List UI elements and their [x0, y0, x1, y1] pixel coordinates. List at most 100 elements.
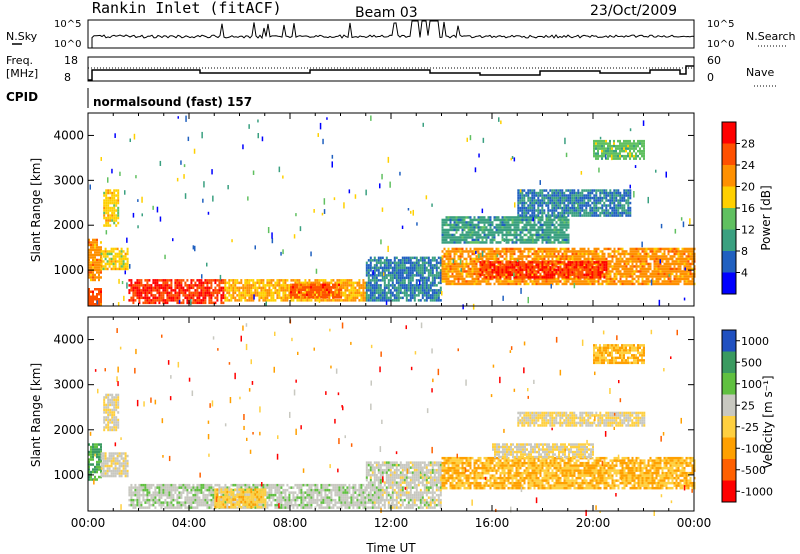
power-cell-6 — [330, 286, 332, 289]
power-cell-8 — [549, 280, 552, 283]
power-cell-7 — [393, 261, 396, 265]
power-cell-10 — [559, 233, 562, 237]
power-cell-8 — [609, 255, 612, 258]
power-cell-8 — [687, 260, 690, 263]
power-cell-7 — [367, 266, 370, 270]
power-cell-11 — [575, 194, 578, 197]
power-cell-11 — [573, 214, 576, 217]
power-cell-8 — [601, 255, 604, 258]
power-cell-8 — [471, 250, 474, 253]
power-cell-11 — [613, 196, 616, 200]
power-cell-9 — [605, 271, 608, 274]
power-cell-8 — [651, 282, 654, 286]
power-cell-9 — [555, 268, 558, 272]
power-cell-8 — [679, 275, 682, 278]
power-cell-4 — [144, 299, 147, 302]
power-cell-7 — [411, 256, 414, 260]
power-cell-10 — [453, 223, 456, 227]
power-cell-10 — [547, 236, 550, 239]
power-cell-7 — [377, 294, 380, 297]
power-cell-5 — [256, 279, 259, 282]
power-cell-5 — [352, 289, 355, 292]
power-cell-8 — [675, 267, 678, 271]
power-cell-8 — [673, 265, 676, 268]
power-cell-7 — [397, 259, 400, 262]
power-cell-8 — [663, 272, 666, 276]
power-cell-8 — [607, 252, 610, 256]
power-cell-8 — [691, 252, 694, 256]
power-cell-10 — [507, 226, 510, 229]
power-cell-11 — [587, 191, 590, 195]
power-cell-11 — [595, 189, 598, 192]
power-cell-11 — [543, 196, 546, 200]
power-cell-11 — [577, 191, 580, 195]
power-cell-8 — [681, 260, 684, 263]
power-cell-7 — [401, 291, 404, 295]
power-cell-9 — [503, 271, 506, 274]
power-cell-7 — [383, 286, 386, 290]
power-cell-0 — [94, 268, 96, 272]
power-cell-8 — [627, 275, 630, 278]
power-cell-10 — [515, 231, 518, 234]
power-cell-3 — [117, 191, 120, 195]
power-cell-8 — [583, 247, 586, 251]
power-cell-11 — [603, 211, 606, 215]
power-cell-5 — [280, 286, 283, 290]
power-cell-9 — [597, 273, 600, 277]
power-cell-8 — [675, 257, 678, 261]
power-cell-7 — [367, 281, 370, 285]
power-cell-11 — [571, 211, 574, 215]
power-cell-6 — [290, 296, 292, 299]
power-cell-8 — [585, 257, 588, 261]
power-cell-8 — [655, 272, 658, 276]
power-cell-6 — [332, 291, 334, 294]
power-cell-9 — [497, 266, 500, 269]
power-cell-1 — [94, 303, 96, 306]
power-cell-8 — [585, 252, 588, 256]
power-cell-0 — [88, 248, 90, 252]
power-cell-8 — [663, 280, 666, 283]
power-cell-10 — [479, 226, 482, 229]
power-cell-3 — [115, 204, 118, 207]
power-cell-5 — [348, 299, 351, 302]
power-cell-9 — [561, 261, 564, 264]
power-cell-10 — [467, 236, 470, 239]
power-cell-4 — [164, 289, 167, 292]
power-cell-10 — [461, 218, 464, 222]
power-cell-7 — [377, 274, 380, 277]
power-cell-4 — [132, 301, 135, 305]
power-cell-7 — [379, 299, 382, 302]
power-cell-8 — [579, 247, 582, 251]
power-cell-10 — [503, 218, 506, 222]
power-cell-8 — [563, 255, 566, 258]
power-cell-8 — [623, 265, 626, 268]
power-cell-6 — [290, 293, 292, 297]
power-cell-8 — [447, 280, 450, 283]
power-cell-7 — [399, 274, 402, 277]
power-cell-4 — [156, 286, 159, 290]
power-cell-11 — [609, 204, 612, 207]
power-cell-10 — [473, 216, 476, 219]
power-cell-8 — [493, 252, 496, 256]
power-cell-8 — [495, 255, 498, 258]
power-cell-8 — [631, 275, 634, 278]
power-cell-8 — [667, 250, 670, 253]
power-cell-0 — [88, 251, 90, 254]
power-cell-10 — [533, 228, 536, 232]
power-cell-10 — [477, 226, 480, 229]
power-cell-3 — [111, 209, 114, 212]
power-cell-8 — [445, 252, 448, 256]
power-cell-7 — [391, 274, 394, 277]
power-cell-8 — [635, 270, 638, 273]
power-cell-3 — [107, 209, 110, 212]
power-cell-8 — [683, 277, 686, 281]
power-cell-11 — [621, 194, 624, 197]
power-cell-9 — [509, 273, 512, 277]
power-cell-8 — [557, 262, 560, 266]
power-cell-8 — [641, 265, 644, 268]
power-cell-8 — [605, 257, 608, 261]
power-cell-10 — [545, 226, 548, 229]
power-cell-7 — [393, 276, 396, 280]
power-cell-11 — [583, 201, 586, 205]
power-cell-8 — [457, 267, 460, 271]
